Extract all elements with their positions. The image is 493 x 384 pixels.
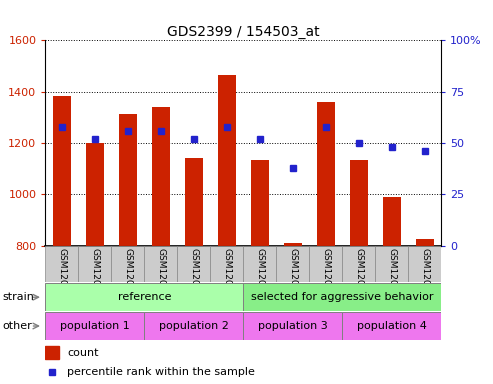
Bar — [244, 283, 441, 311]
Bar — [185, 159, 203, 246]
Bar — [251, 160, 269, 246]
Text: reference: reference — [117, 292, 171, 302]
Bar — [350, 160, 368, 246]
Text: GSM120865: GSM120865 — [123, 248, 132, 303]
Bar — [309, 246, 342, 282]
Text: strain: strain — [2, 292, 35, 302]
Text: population 4: population 4 — [357, 321, 426, 331]
Bar — [218, 75, 236, 246]
Bar — [416, 239, 434, 246]
Bar — [111, 246, 144, 282]
Text: population 1: population 1 — [60, 321, 130, 331]
Bar — [383, 197, 401, 246]
Bar — [45, 346, 59, 359]
Text: population 2: population 2 — [159, 321, 229, 331]
Text: other: other — [2, 321, 32, 331]
Bar — [53, 96, 71, 246]
Bar — [78, 246, 111, 282]
Bar — [317, 102, 335, 246]
Text: selected for aggressive behavior: selected for aggressive behavior — [251, 292, 433, 302]
Bar — [144, 246, 177, 282]
Bar — [45, 312, 144, 340]
Text: GSM120867: GSM120867 — [189, 248, 198, 303]
Bar — [276, 246, 309, 282]
Text: GSM120861: GSM120861 — [387, 248, 396, 303]
Bar — [211, 246, 244, 282]
Text: GSM120862: GSM120862 — [420, 248, 429, 302]
Bar — [152, 107, 170, 246]
Text: GSM120868: GSM120868 — [222, 248, 231, 303]
Bar — [244, 312, 342, 340]
Text: population 3: population 3 — [258, 321, 328, 331]
Bar — [177, 246, 211, 282]
Bar — [119, 114, 137, 246]
Text: GSM120858: GSM120858 — [288, 248, 297, 303]
Text: GSM120866: GSM120866 — [156, 248, 165, 303]
Bar — [45, 246, 78, 282]
Text: GSM120838: GSM120838 — [255, 248, 264, 303]
Text: count: count — [67, 348, 99, 358]
Bar — [244, 246, 276, 282]
Bar — [342, 246, 375, 282]
Bar — [408, 246, 441, 282]
Bar — [375, 246, 408, 282]
Text: GSM120864: GSM120864 — [90, 248, 100, 302]
Title: GDS2399 / 154503_at: GDS2399 / 154503_at — [167, 25, 319, 39]
Bar — [342, 312, 441, 340]
Text: percentile rank within the sample: percentile rank within the sample — [67, 367, 255, 377]
Bar — [86, 143, 104, 246]
Bar — [45, 283, 244, 311]
Text: GSM120863: GSM120863 — [57, 248, 67, 303]
Text: GSM120859: GSM120859 — [321, 248, 330, 303]
Bar — [283, 243, 302, 246]
Bar — [144, 312, 244, 340]
Text: GSM120860: GSM120860 — [354, 248, 363, 303]
